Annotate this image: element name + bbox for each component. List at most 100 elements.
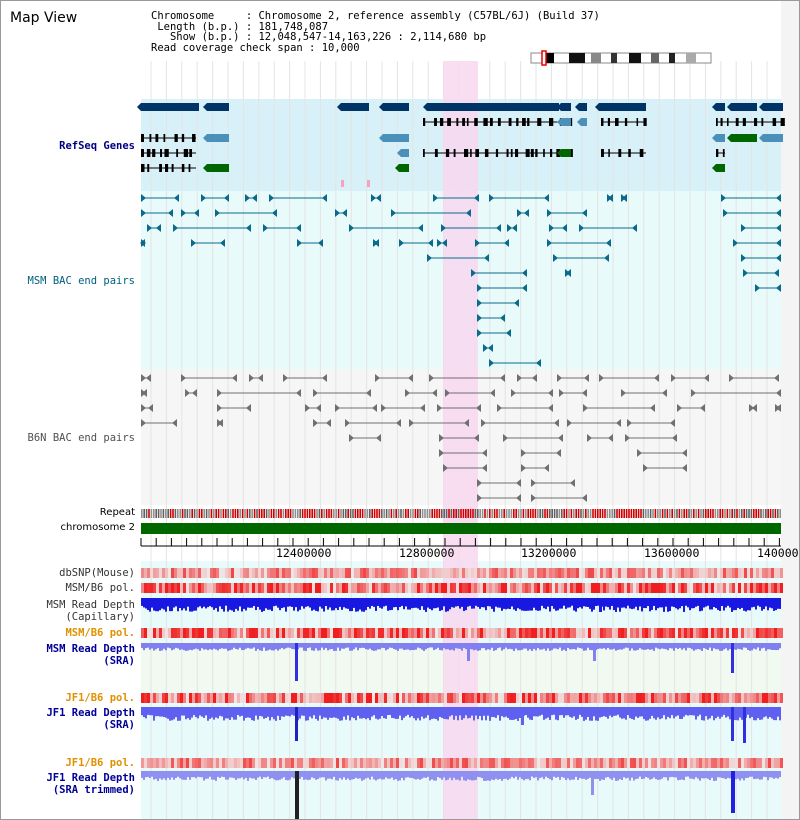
repeat-mark bbox=[623, 509, 625, 518]
heat-cell bbox=[327, 693, 330, 703]
heat-cell bbox=[537, 693, 540, 703]
heat-cell bbox=[615, 758, 618, 768]
depth-bar-msm-capillary bbox=[215, 598, 217, 609]
depth-bar-msm-capillary bbox=[725, 598, 727, 608]
heat-cell bbox=[339, 693, 342, 703]
heat-cell bbox=[489, 568, 492, 578]
depth-bar-msm-capillary bbox=[315, 598, 317, 611]
heat-cell bbox=[765, 568, 768, 578]
heat-cell bbox=[513, 693, 516, 703]
heat-cell bbox=[723, 758, 726, 768]
repeat-mark bbox=[285, 509, 287, 518]
bac-end-marker bbox=[521, 449, 526, 457]
heat-cell bbox=[324, 758, 327, 768]
repeat-mark bbox=[340, 509, 342, 518]
heat-cell bbox=[243, 628, 246, 638]
depth-bar-msm-sra bbox=[337, 643, 339, 648]
depth-bar-jf1-trimmed bbox=[579, 771, 581, 778]
heat-cell bbox=[426, 693, 429, 703]
heat-cell bbox=[159, 758, 162, 768]
bac-end-marker bbox=[215, 209, 220, 217]
depth-bar-jf1-trimmed bbox=[763, 771, 765, 777]
depth-bar-jf1-trimmed bbox=[329, 771, 331, 779]
heat-cell bbox=[450, 568, 453, 578]
heat-cell bbox=[642, 693, 645, 703]
heat-cell bbox=[729, 583, 732, 593]
heat-cell bbox=[561, 568, 564, 578]
depth-bar-jf1-trimmed bbox=[767, 771, 769, 781]
heat-cell bbox=[561, 628, 564, 638]
depth-bar-msm-capillary bbox=[397, 598, 399, 611]
heat-cell bbox=[153, 693, 156, 703]
depth-bar-msm-sra bbox=[369, 643, 371, 649]
depth-bar-msm-sra bbox=[739, 643, 741, 650]
depth-bar-msm-sra bbox=[199, 643, 201, 651]
heat-cell bbox=[444, 583, 447, 593]
heat-cell bbox=[492, 693, 495, 703]
heat-cell bbox=[468, 693, 471, 703]
depth-bar-jf1-trimmed bbox=[389, 771, 391, 779]
depth-bar-msm-capillary bbox=[195, 598, 197, 611]
repeat-mark bbox=[357, 509, 359, 518]
heat-cell bbox=[684, 693, 687, 703]
heat-cell bbox=[636, 693, 639, 703]
heat-cell bbox=[147, 758, 150, 768]
depth-bar-jf1-sra bbox=[633, 707, 635, 720]
heat-cell bbox=[546, 628, 549, 638]
gene-exon bbox=[601, 118, 604, 126]
heat-cell bbox=[705, 583, 708, 593]
depth-bar-jf1-trimmed bbox=[209, 771, 211, 777]
heat-cell bbox=[246, 693, 249, 703]
heat-cell bbox=[780, 568, 783, 578]
depth-bar-jf1-sra bbox=[505, 707, 507, 717]
heat-cell bbox=[273, 568, 276, 578]
depth-bar-msm-capillary bbox=[665, 598, 667, 607]
depth-bar-msm-capillary bbox=[473, 598, 475, 609]
heat-cell bbox=[621, 693, 624, 703]
heat-cell bbox=[177, 568, 180, 578]
depth-bar-jf1-trimmed bbox=[367, 771, 369, 778]
bac-end-marker bbox=[445, 389, 450, 397]
heat-cell bbox=[726, 568, 729, 578]
heat-cell bbox=[366, 568, 369, 578]
heat-cell bbox=[621, 628, 624, 638]
heat-cell bbox=[747, 583, 750, 593]
depth-bar-msm-capillary bbox=[439, 598, 441, 611]
depth-bar-msm-sra bbox=[361, 643, 363, 648]
repeat-mark bbox=[659, 509, 661, 518]
depth-bar-msm-capillary bbox=[493, 598, 495, 612]
repeat-mark bbox=[673, 509, 676, 518]
bac-end-marker bbox=[482, 449, 487, 457]
depth-bar-msm-capillary bbox=[645, 598, 647, 609]
heat-cell bbox=[594, 758, 597, 768]
depth-bar-jf1-sra bbox=[197, 707, 199, 719]
heat-cell bbox=[756, 628, 759, 638]
depth-bar-jf1-sra bbox=[345, 707, 347, 720]
depth-bar-msm-capillary bbox=[265, 598, 267, 609]
depth-bar-jf1-trimmed bbox=[257, 771, 259, 778]
heat-cell bbox=[564, 583, 567, 593]
depth-bar-jf1-trimmed bbox=[305, 771, 307, 780]
depth-bar-jf1-sra bbox=[439, 707, 441, 717]
heat-cell bbox=[171, 583, 174, 593]
heat-cell bbox=[654, 583, 657, 593]
depth-bar-msm-sra bbox=[689, 643, 691, 648]
depth-bar-msm-sra bbox=[243, 643, 245, 650]
gene-exon bbox=[434, 118, 437, 126]
heat-cell bbox=[285, 628, 288, 638]
depth-bar-jf1-sra bbox=[327, 707, 329, 720]
repeat-mark bbox=[263, 509, 265, 518]
depth-bar-jf1-trimmed bbox=[773, 771, 775, 779]
gene-exon bbox=[510, 149, 513, 157]
repeat-mark bbox=[700, 509, 702, 518]
heat-cell bbox=[210, 758, 213, 768]
heat-cell bbox=[201, 693, 204, 703]
repeat-mark bbox=[407, 509, 409, 518]
depth-bar-jf1-trimmed bbox=[351, 771, 353, 780]
depth-bar-msm-capillary bbox=[219, 598, 221, 607]
heat-cell bbox=[642, 758, 645, 768]
heat-cell bbox=[141, 568, 144, 578]
heat-cell bbox=[327, 568, 330, 578]
depth-bar-jf1-sra bbox=[213, 707, 215, 720]
